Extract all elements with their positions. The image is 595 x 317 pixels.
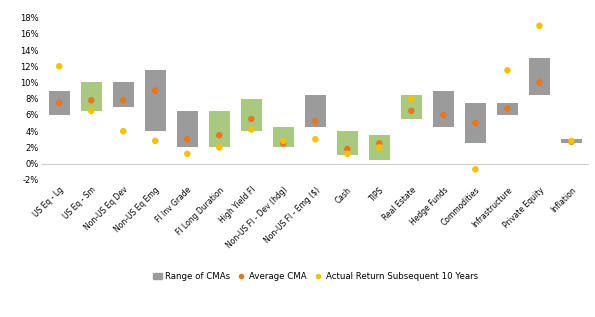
- Point: [151, 138, 160, 143]
- Point: [86, 98, 96, 103]
- Point: [375, 145, 384, 150]
- Point: [439, 113, 448, 118]
- Point: [566, 139, 576, 144]
- Point: [55, 64, 64, 69]
- Bar: [497, 103, 518, 115]
- Point: [375, 141, 384, 146]
- Point: [406, 96, 416, 101]
- Bar: [465, 103, 486, 143]
- Point: [566, 138, 576, 143]
- Point: [118, 129, 128, 134]
- Point: [343, 146, 352, 152]
- Point: [503, 106, 512, 111]
- Point: [278, 141, 288, 146]
- Point: [471, 167, 480, 172]
- Point: [215, 145, 224, 150]
- Bar: [177, 111, 198, 147]
- Bar: [241, 99, 262, 131]
- Legend: Range of CMAs, Average CMA, Actual Return Subsequent 10 Years: Range of CMAs, Average CMA, Actual Retur…: [149, 268, 481, 284]
- Bar: [273, 127, 294, 147]
- Point: [183, 151, 192, 156]
- Bar: [529, 58, 550, 95]
- Point: [55, 100, 64, 105]
- Point: [535, 80, 544, 85]
- Point: [311, 137, 320, 142]
- Point: [311, 119, 320, 124]
- Point: [278, 138, 288, 143]
- Point: [151, 88, 160, 93]
- Point: [503, 68, 512, 73]
- Point: [215, 133, 224, 138]
- Bar: [305, 95, 325, 127]
- Point: [246, 116, 256, 121]
- Bar: [49, 91, 70, 115]
- Bar: [369, 135, 390, 159]
- Point: [118, 98, 128, 103]
- Bar: [433, 91, 454, 127]
- Bar: [209, 111, 230, 147]
- Bar: [401, 95, 422, 119]
- Point: [343, 151, 352, 156]
- Bar: [113, 82, 134, 107]
- Point: [183, 137, 192, 142]
- Point: [406, 108, 416, 113]
- Bar: [81, 82, 102, 111]
- Bar: [145, 70, 165, 131]
- Point: [471, 120, 480, 126]
- Bar: [337, 131, 358, 155]
- Bar: [561, 139, 582, 143]
- Point: [246, 127, 256, 132]
- Point: [535, 23, 544, 28]
- Point: [86, 108, 96, 113]
